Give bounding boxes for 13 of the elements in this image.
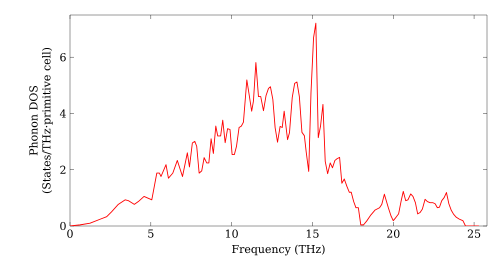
line-series [70,22,480,226]
y-tick-label: 6 [60,53,66,62]
x-tick-label: 25 [468,230,480,238]
x-tick-label: 10 [226,230,238,238]
x-tick-label: 5 [148,230,154,238]
y-tick-label: 0 [60,222,66,230]
x-tick-label: 0 [67,230,73,238]
y-tick-label: 4 [60,109,66,118]
x-tick-label: 20 [387,230,400,238]
y-tick-label: 2 [60,166,66,174]
x-tick-label: 15 [306,230,319,238]
x-axis-title: Frequency (THz) [232,244,325,256]
y-axis-title: Phonon DOS (States/THz·primitive cell) [29,48,53,194]
